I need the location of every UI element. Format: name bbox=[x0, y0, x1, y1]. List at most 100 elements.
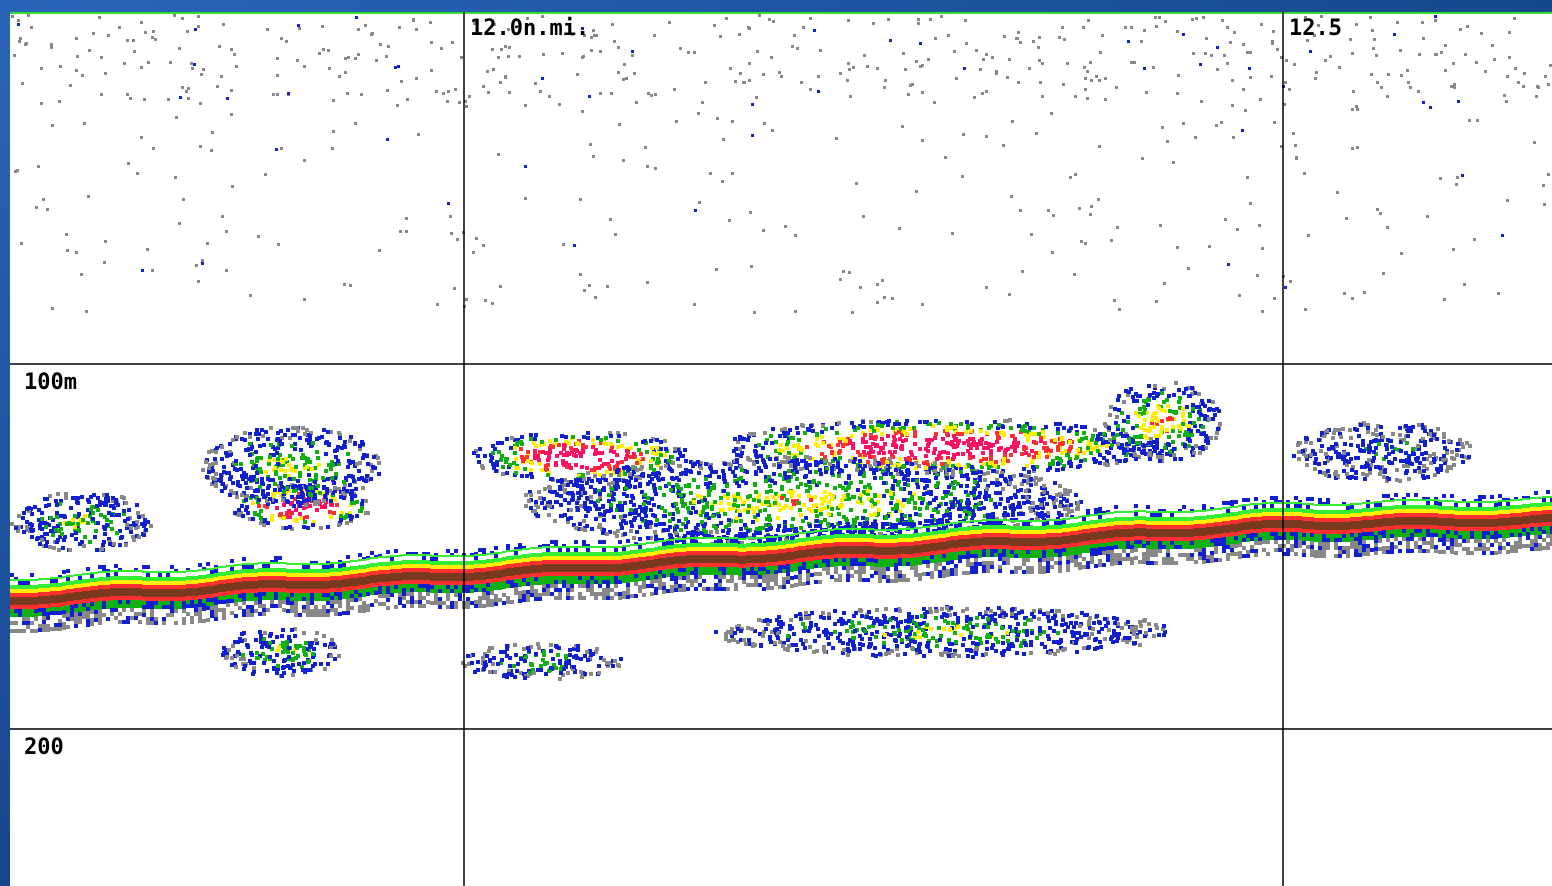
echo-pixel bbox=[347, 56, 350, 59]
echo-pixel bbox=[1065, 513, 1069, 517]
echo-pixel bbox=[1068, 460, 1072, 464]
echo-pixel bbox=[667, 482, 671, 486]
echo-pixel bbox=[788, 428, 792, 432]
echo-pixel bbox=[908, 427, 912, 431]
echo-pixel bbox=[964, 490, 968, 494]
echo-pixel bbox=[505, 437, 509, 441]
echo-pixel bbox=[978, 491, 982, 495]
echo-pixel bbox=[807, 616, 811, 620]
echo-pixel bbox=[817, 90, 820, 93]
echo-pixel bbox=[16, 529, 20, 533]
echo-pixel bbox=[704, 530, 708, 534]
echo-pixel bbox=[795, 648, 799, 652]
echo-pixel bbox=[1154, 434, 1158, 438]
echo-pixel bbox=[353, 494, 357, 498]
echo-pixel bbox=[1105, 444, 1109, 448]
echo-pixel bbox=[881, 522, 885, 526]
echo-pixel bbox=[774, 492, 778, 496]
echo-pixel bbox=[968, 456, 972, 460]
echo-pixel bbox=[1171, 425, 1175, 429]
echo-pixel bbox=[543, 506, 547, 510]
echo-pixel bbox=[30, 512, 34, 516]
echo-pixel bbox=[35, 206, 38, 209]
echo-pixel bbox=[554, 500, 558, 504]
echo-pixel bbox=[1182, 419, 1186, 423]
echo-pixel bbox=[191, 67, 194, 70]
echo-pixel bbox=[325, 487, 329, 491]
echo-pixel bbox=[1116, 398, 1120, 402]
echo-pixel bbox=[1090, 632, 1094, 636]
echo-pixel bbox=[783, 520, 787, 524]
echo-pixel bbox=[730, 634, 734, 638]
echo-pixel bbox=[577, 527, 581, 531]
echo-pixel bbox=[1533, 141, 1536, 144]
echo-pixel bbox=[883, 442, 887, 446]
echo-pixel bbox=[631, 465, 635, 469]
echo-pixel bbox=[833, 622, 837, 626]
echo-pixel bbox=[562, 463, 566, 467]
echo-pixel bbox=[352, 479, 356, 483]
echo-pixel bbox=[311, 441, 315, 445]
echo-pixel bbox=[953, 631, 957, 635]
echo-pixel bbox=[417, 133, 420, 136]
echo-pixel bbox=[890, 649, 894, 653]
echo-pixel bbox=[207, 467, 211, 471]
echo-pixel bbox=[770, 441, 774, 445]
echo-pixel bbox=[956, 482, 960, 486]
echo-pixel bbox=[712, 483, 716, 487]
echo-pixel bbox=[284, 457, 288, 461]
echo-pixel bbox=[1019, 644, 1023, 648]
echo-pixel bbox=[620, 460, 624, 464]
echo-pixel bbox=[308, 434, 312, 438]
echo-pixel bbox=[219, 479, 223, 483]
echo-pixel bbox=[505, 471, 509, 475]
echo-pixel bbox=[349, 284, 352, 287]
echo-pixel bbox=[1452, 62, 1455, 65]
echo-pixel bbox=[1295, 157, 1298, 160]
echo-pixel bbox=[821, 611, 825, 615]
echo-pixel bbox=[1191, 18, 1194, 21]
echo-pixel bbox=[748, 27, 751, 30]
echo-pixel bbox=[611, 23, 614, 26]
echo-pixel bbox=[1220, 121, 1223, 124]
echo-pixel bbox=[992, 469, 996, 473]
echo-pixel bbox=[966, 477, 970, 481]
echo-pixel bbox=[129, 530, 133, 534]
echo-pixel bbox=[802, 503, 806, 507]
echo-pixel bbox=[524, 165, 527, 168]
echo-pixel bbox=[681, 522, 685, 526]
echo-pixel bbox=[555, 492, 559, 496]
echo-pixel bbox=[726, 496, 730, 500]
echo-pixel bbox=[1154, 416, 1158, 420]
echo-pixel bbox=[1027, 470, 1031, 474]
echo-pixel bbox=[1118, 308, 1121, 311]
echo-pixel bbox=[1184, 387, 1188, 391]
echo-pixel bbox=[768, 619, 772, 623]
echo-pixel bbox=[617, 46, 620, 49]
echo-pixel bbox=[881, 525, 885, 529]
echo-pixel bbox=[1029, 509, 1033, 513]
echo-pixel bbox=[869, 616, 873, 620]
echo-pixel bbox=[322, 48, 325, 51]
echo-pixel bbox=[1223, 54, 1226, 57]
echo-pixel bbox=[1039, 503, 1043, 507]
echo-pixel bbox=[769, 489, 773, 493]
echo-pixel bbox=[840, 503, 844, 507]
echo-pixel bbox=[631, 496, 635, 500]
echo-pixel bbox=[78, 542, 82, 546]
echo-pixel bbox=[296, 59, 299, 62]
echo-pixel bbox=[902, 426, 906, 430]
echo-pixel bbox=[899, 487, 903, 491]
echo-pixel bbox=[1167, 394, 1171, 398]
echo-pixel bbox=[1119, 432, 1123, 436]
echo-pixel bbox=[989, 424, 993, 428]
echo-pixel bbox=[860, 637, 864, 641]
echo-pixel bbox=[982, 506, 986, 510]
echo-pixel bbox=[1148, 457, 1152, 461]
echo-pixel bbox=[599, 441, 603, 445]
echo-pixel bbox=[1249, 202, 1252, 205]
echo-pixel bbox=[985, 487, 989, 491]
echo-pixel bbox=[1047, 637, 1051, 641]
echo-pixel bbox=[313, 480, 317, 484]
echo-pixel bbox=[888, 457, 892, 461]
